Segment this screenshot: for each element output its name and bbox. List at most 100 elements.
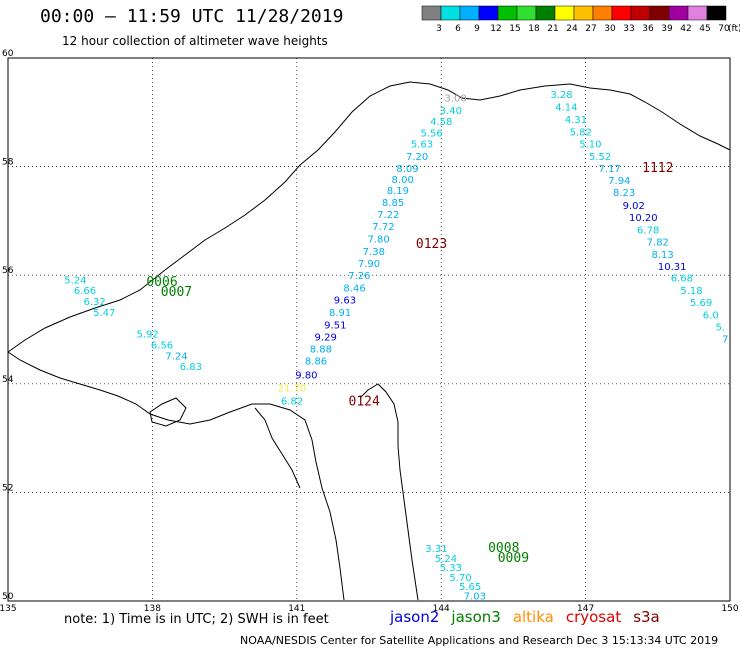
lat-label: 60 xyxy=(2,49,14,59)
wave-height-value: 4.31 xyxy=(565,115,587,126)
wave-height-value: 5.70 xyxy=(449,573,471,584)
lat-label: 58 xyxy=(2,158,14,168)
map-frame xyxy=(7,57,731,602)
mission-label: cryosat xyxy=(565,608,622,626)
coastline-amur-bay xyxy=(254,407,301,489)
pass-time-tag: 1112 xyxy=(642,161,673,176)
scale-swatch xyxy=(611,5,632,21)
scale-label: 3 xyxy=(436,24,442,34)
wave-height-value: 8.00 xyxy=(392,175,414,186)
scale-label: 24 xyxy=(566,24,578,34)
wave-height-value: 7.80 xyxy=(367,235,389,246)
wave-height-value: 7.24 xyxy=(165,351,187,362)
mission-label: jason2 xyxy=(390,608,440,626)
wave-height-value: 10.20 xyxy=(629,213,658,224)
scale-swatch xyxy=(592,5,613,21)
scale-label: 42 xyxy=(680,24,691,34)
wave-height-value: 8.88 xyxy=(310,344,332,355)
pass-time-tag: 0008 xyxy=(488,541,519,556)
wave-height-value: 8.91 xyxy=(329,308,351,319)
wave-height-value: 8.09 xyxy=(396,164,418,175)
wave-height-value: 7.90 xyxy=(358,259,380,270)
wave-height-value: 5.56 xyxy=(420,129,442,140)
wave-height-value: 7.26 xyxy=(348,271,370,282)
wave-height-value: 5.18 xyxy=(680,286,702,297)
wave-height-value: 6.82 xyxy=(281,396,303,407)
wave-height-value: 7.82 xyxy=(647,237,669,248)
map-title: 00:00 – 11:59 UTC 11/28/2019 xyxy=(40,6,344,27)
scale-swatch xyxy=(706,5,727,21)
scale-swatch xyxy=(478,5,499,21)
wave-height-value: 9.80 xyxy=(295,370,317,381)
wave-height-value: 5.63 xyxy=(411,140,433,151)
scale-swatch xyxy=(573,5,594,21)
scale-swatch xyxy=(554,5,575,21)
scale-label: 15 xyxy=(509,24,520,34)
scale-unit: (ft) xyxy=(728,24,740,34)
wave-height-value: 7.72 xyxy=(372,222,394,233)
wave-height-value: 6.68 xyxy=(671,274,693,285)
wave-height-value: 6.83 xyxy=(180,362,202,373)
wave-height-value: 8.86 xyxy=(305,356,327,367)
coastline xyxy=(7,81,731,601)
scale-label: 6 xyxy=(455,24,461,34)
scale-label: 36 xyxy=(642,24,654,34)
scale-label: 12 xyxy=(490,24,501,34)
wave-height-value: 21.70 xyxy=(278,383,307,394)
scale-label: 27 xyxy=(585,24,596,34)
lon-label: 150 xyxy=(721,604,738,614)
scale-label: 21 xyxy=(547,24,558,34)
pass-time-tag: 0006 xyxy=(146,275,177,290)
pass-time-tag: 0007 xyxy=(161,285,192,300)
scale-swatch xyxy=(421,5,442,21)
wave-height-value: 3.31 xyxy=(425,544,447,555)
mission-label: jason3 xyxy=(451,608,501,626)
map-subtitle: 12 hour collection of altimeter wave hei… xyxy=(62,34,328,48)
scale-swatch xyxy=(459,5,480,21)
pass-time-tag: 0123 xyxy=(416,237,447,252)
coastline-mainland-north xyxy=(7,81,731,353)
pass-time-tag: 0124 xyxy=(349,395,380,410)
wave-height-value: 3.28 xyxy=(550,90,572,101)
wave-height-value: 6.32 xyxy=(84,297,106,308)
wave-height-value: 3.00 xyxy=(445,93,467,104)
mission-label: s3a xyxy=(633,608,660,626)
scale-swatch xyxy=(440,5,461,21)
scale-label: 39 xyxy=(661,24,673,34)
wave-height-value: 5.24 xyxy=(435,554,457,565)
wave-height-value: 4.58 xyxy=(430,117,452,128)
lat-label: 54 xyxy=(2,375,14,385)
lon-label: 144 xyxy=(433,604,450,614)
scale-swatch xyxy=(668,5,689,21)
scale-swatch xyxy=(687,5,708,21)
lat-label: 52 xyxy=(2,483,13,493)
wave-height-value: 8.13 xyxy=(651,250,673,261)
wave-height-value: 8.23 xyxy=(613,188,635,199)
wave-height-value: 7.94 xyxy=(608,176,630,187)
lat-label: 50 xyxy=(2,592,14,602)
wave-height-value: 9.51 xyxy=(324,320,346,331)
mission-legend: jason2 jason3 altika cryosat s3a xyxy=(390,608,672,626)
wave-height-value: 9.29 xyxy=(315,332,337,343)
footer-note: note: 1) Time is in UTC; 2) SWH is in fe… xyxy=(64,612,329,627)
scale-swatch xyxy=(516,5,537,21)
wave-height-value: 7 xyxy=(722,335,728,346)
wave-height-value: 7.03 xyxy=(464,591,486,602)
wave-height-value: 5.10 xyxy=(579,140,601,151)
wave-height-value: 6.66 xyxy=(74,286,96,297)
wave-height-value: 5.65 xyxy=(459,582,481,593)
wave-height-value: 7.17 xyxy=(599,164,621,175)
wave-height-value: 10.31 xyxy=(658,262,687,273)
wave-height-value: 8.85 xyxy=(382,198,404,209)
wave-height-value: 5.82 xyxy=(570,128,592,139)
wave-height-value: 9.63 xyxy=(334,295,356,306)
wave-height-value: 5.52 xyxy=(589,152,611,163)
scale-label: 30 xyxy=(604,24,616,34)
scale-swatch xyxy=(649,5,670,21)
wave-height-value: 6.0 xyxy=(703,311,719,322)
lat-label: 56 xyxy=(2,266,14,276)
wave-height-value: 9.02 xyxy=(623,201,645,212)
